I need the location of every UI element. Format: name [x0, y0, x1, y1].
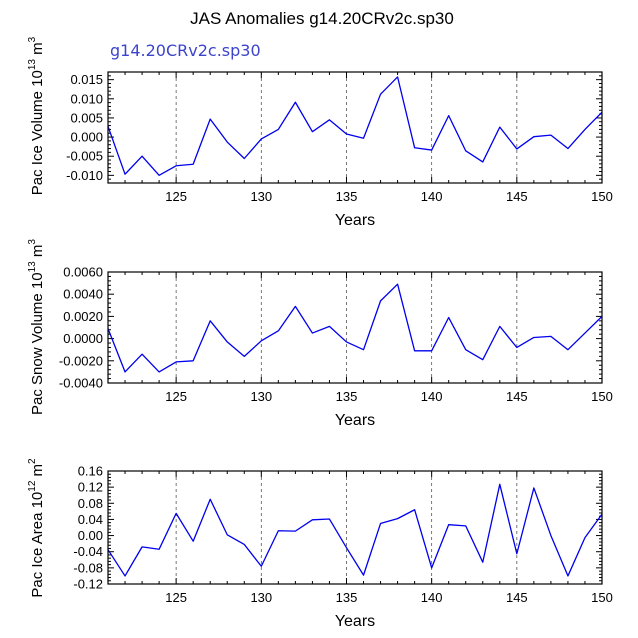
- series-line-snow-volume: [107, 283, 603, 373]
- x-tick-label: 135: [336, 389, 358, 404]
- x-tick-label: 145: [506, 389, 528, 404]
- x-tick-label: 140: [421, 189, 443, 204]
- y-tick-label: -0.08: [73, 560, 103, 575]
- x-axis-label: Years: [335, 613, 375, 630]
- y-tick-label: -0.12: [73, 577, 103, 592]
- x-tick-label: 145: [506, 590, 528, 605]
- x-tick-label: 140: [421, 590, 443, 605]
- panel-ice-volume: -0.010 -0.005 0.000 0.005 0.010 0.015 125 130 13…: [27, 36, 613, 229]
- y-axis-label: Pac Ice Volume 1013 m3: [27, 36, 46, 195]
- y-tick-label: 0.08: [78, 496, 103, 511]
- panel-snow-volume: -0.0040 -0.0020 0.0000 0.0020 0.0040 0.0060 12…: [27, 239, 613, 429]
- x-tick-label: 130: [250, 389, 272, 404]
- y-tick-label: -0.04: [73, 544, 103, 559]
- plot-frame: [107, 470, 603, 585]
- x-tick-label: 135: [336, 590, 358, 605]
- x-tick-label: 150: [591, 389, 613, 404]
- x-tick-label: 150: [591, 590, 613, 605]
- y-tick-label: 0.00: [78, 528, 103, 543]
- y-tick-label: 0.000: [70, 130, 103, 145]
- y-tick-label: 0.015: [70, 72, 103, 87]
- series-line-ice-area: [107, 483, 603, 577]
- y-axis-label: Pac Ice Area 1012 m2: [27, 458, 46, 598]
- x-tick-label: 130: [250, 189, 272, 204]
- y-tick-label: 0.04: [78, 512, 103, 527]
- plot-frame: [107, 71, 603, 184]
- y-tick-label: 0.16: [78, 464, 103, 479]
- x-tick-label: 135: [336, 189, 358, 204]
- x-tick-label: 150: [591, 189, 613, 204]
- y-tick-label: 0.005: [70, 110, 103, 125]
- x-tick-label: 125: [165, 389, 187, 404]
- x-tick-label: 140: [421, 389, 443, 404]
- x-axis-label: Years: [335, 412, 375, 429]
- x-tick-label: 145: [506, 189, 528, 204]
- y-tick-label: 0.0020: [63, 309, 103, 324]
- panel-ice-area: -0.12 -0.08-0.040.000.040.080.120.16 125 13…: [27, 458, 613, 630]
- y-tick-label: 0.12: [78, 480, 103, 495]
- y-tick-label: 0.0000: [63, 331, 103, 346]
- y-tick-label: 0.0040: [63, 287, 103, 302]
- series-line-ice-volume: [107, 76, 603, 176]
- y-axis-label: Pac Snow Volume 1013 m3: [27, 239, 46, 415]
- x-axis-label: Years: [335, 212, 375, 229]
- panels: -0.010 -0.005 0.000 0.005 0.010 0.015 125 130 13…: [27, 36, 613, 630]
- y-tick-label: -0.0020: [59, 353, 103, 368]
- x-tick-label: 125: [165, 189, 187, 204]
- y-tick-label: 0.010: [70, 91, 103, 106]
- x-tick-label: 125: [165, 590, 187, 605]
- chart-title: JAS Anomalies g14.20CRv2c.sp30: [190, 9, 454, 28]
- x-tick-label: 130: [250, 590, 272, 605]
- y-tick-label: -0.010: [66, 168, 103, 183]
- y-tick-label: -0.0040: [59, 376, 103, 391]
- chart-subtitle: g14.20CRv2c.sp30: [110, 41, 261, 60]
- y-tick-label: 0.0060: [63, 265, 103, 280]
- y-tick-label: -0.005: [66, 149, 103, 164]
- plot-frame: [107, 271, 603, 384]
